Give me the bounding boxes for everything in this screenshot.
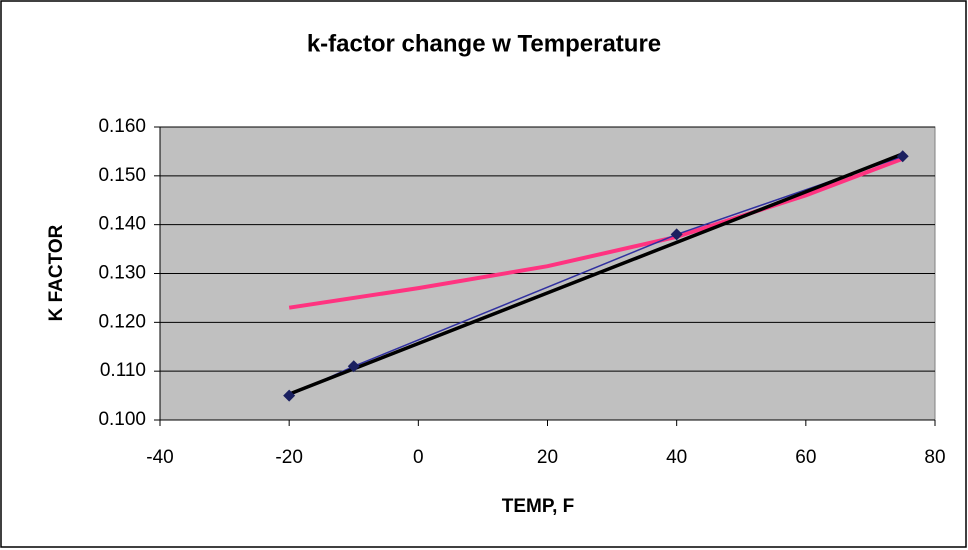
x-tick-label: 0 <box>413 447 424 468</box>
x-tick-label: -40 <box>146 447 173 468</box>
data-point <box>347 360 360 373</box>
y-tick-label: 0.100 <box>98 409 146 430</box>
y-tick-label: 0.150 <box>98 165 146 186</box>
x-axis-title: TEMP, F <box>502 496 575 517</box>
x-tick-label: 40 <box>666 447 687 468</box>
y-tick-label: 0.120 <box>98 311 146 332</box>
y-axis-title: K FACTOR <box>46 224 67 321</box>
x-tick-label: 80 <box>924 447 945 468</box>
series-line <box>288 152 904 396</box>
data-point <box>283 389 296 402</box>
y-tick-label: 0.140 <box>98 214 146 235</box>
data-point <box>670 228 683 241</box>
x-tick-label: -20 <box>275 447 302 468</box>
x-tick-label: 20 <box>537 447 558 468</box>
y-tick-label: 0.130 <box>98 263 146 284</box>
data-point <box>896 150 909 163</box>
series-line <box>288 156 904 310</box>
y-tick-label: 0.160 <box>98 116 146 137</box>
y-tick-label: 0.110 <box>100 360 146 381</box>
chart-title: k-factor change w Temperature <box>307 30 661 57</box>
x-tick-label: 60 <box>795 447 816 468</box>
